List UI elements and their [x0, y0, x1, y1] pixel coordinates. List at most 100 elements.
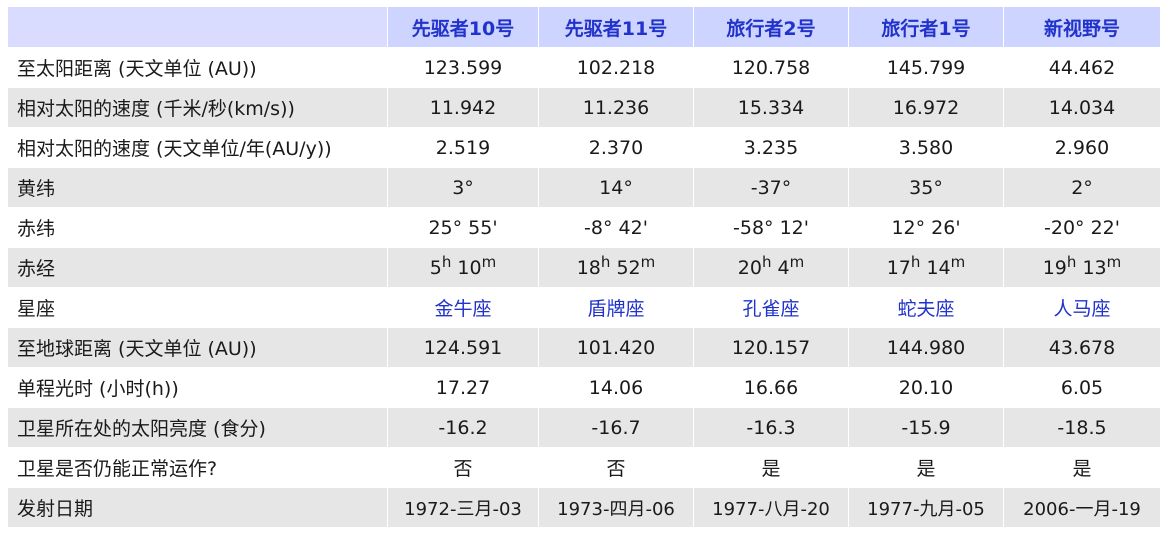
table-cell: 123.599: [387, 47, 539, 88]
table-cell: 144.980: [848, 327, 1004, 368]
table-cell: 12° 26': [848, 207, 1004, 248]
table-cell: 3.580: [848, 127, 1004, 168]
table-cell: 否: [538, 447, 694, 488]
ra-hours-unit: h: [761, 252, 772, 271]
table-cell: 孔雀座: [693, 287, 849, 328]
table-cell: 1977-八月-20: [693, 487, 849, 528]
constellation-link-pavo[interactable]: 孔雀座: [742, 298, 800, 320]
table-row-operational-status: 卫星是否仍能正常运作? 否 否 是 是 是: [7, 447, 1161, 488]
ra-minutes: 14: [926, 256, 951, 279]
table-cell: 是: [848, 447, 1004, 488]
header-corner-cell: [7, 6, 388, 48]
ra-minutes-unit: m: [1106, 252, 1122, 271]
header-pioneer-10[interactable]: 先驱者10号: [387, 6, 539, 48]
ra-minutes-unit: m: [789, 252, 805, 271]
header-voyager-1[interactable]: 旅行者1号: [848, 6, 1004, 48]
table-cell: 11.942: [387, 87, 539, 128]
table-cell: 14.034: [1003, 87, 1161, 128]
ra-hours: 20: [737, 256, 762, 279]
ra-hours: 18: [576, 256, 601, 279]
table-cell: 2.370: [538, 127, 694, 168]
table-cell: 1977-九月-05: [848, 487, 1004, 528]
ra-hours-unit: h: [1066, 252, 1077, 271]
constellation-link-taurus[interactable]: 金牛座: [434, 298, 492, 320]
table-cell: -15.9: [848, 407, 1004, 448]
header-new-horizons[interactable]: 新视野号: [1003, 6, 1161, 48]
table-cell: 6.05: [1003, 367, 1161, 408]
table-cell: 3.235: [693, 127, 849, 168]
table-cell: 是: [693, 447, 849, 488]
table-cell: 11.236: [538, 87, 694, 128]
table-cell: -8° 42': [538, 207, 694, 248]
ra-hours: 5: [429, 256, 442, 279]
table-row-speed-kms: 相对太阳的速度 (千米/秒(km/s)) 11.942 11.236 15.33…: [7, 87, 1161, 128]
table-cell: -16.2: [387, 407, 539, 448]
ra-hours: 17: [886, 256, 911, 279]
table-cell: 120.758: [693, 47, 849, 88]
table-cell: -16.7: [538, 407, 694, 448]
ra-minutes: 52: [616, 256, 641, 279]
table-cell: 145.799: [848, 47, 1004, 88]
ra-minutes: 10: [457, 256, 482, 279]
table-cell: 120.157: [693, 327, 849, 368]
row-label: 单程光时 (小时(h)): [7, 367, 388, 408]
row-label: 至地球距离 (天文单位 (AU)): [7, 327, 388, 368]
constellation-link-ophiuchus[interactable]: 蛇夫座: [897, 298, 955, 320]
row-label: 星座: [7, 287, 388, 328]
table-cell: 是: [1003, 447, 1161, 488]
table-cell: 44.462: [1003, 47, 1161, 88]
table-cell: 否: [387, 447, 539, 488]
table-row-speed-auy: 相对太阳的速度 (天文单位/年(AU/y)) 2.519 2.370 3.235…: [7, 127, 1161, 168]
row-label: 至太阳距离 (天文单位 (AU)): [7, 47, 388, 88]
constellation-link-scutum[interactable]: 盾牌座: [587, 298, 645, 320]
table-row-ecliptic-latitude: 黄纬 3° 14° -37° 35° 2°: [7, 167, 1161, 208]
table-cell: 101.420: [538, 327, 694, 368]
table-row-distance-to-sun: 至太阳距离 (天文单位 (AU)) 123.599 102.218 120.75…: [7, 47, 1161, 88]
row-label: 黄纬: [7, 167, 388, 208]
ra-minutes: 13: [1082, 256, 1107, 279]
table-cell: 124.591: [387, 327, 539, 368]
table-cell: 35°: [848, 167, 1004, 208]
table-cell: 5h 10m: [387, 247, 539, 288]
table-cell: 1973-四月-06: [538, 487, 694, 528]
row-label: 发射日期: [7, 487, 388, 528]
table-cell: 19h 13m: [1003, 247, 1161, 288]
table-cell: 2.960: [1003, 127, 1161, 168]
probe-comparison-table-container: 先驱者10号 先驱者11号 旅行者2号 旅行者1号 新视野号 至太阳距离 (天文…: [7, 6, 1161, 540]
ra-minutes-unit: m: [481, 252, 497, 271]
header-voyager-2[interactable]: 旅行者2号: [693, 6, 849, 48]
table-row-declination: 赤纬 25° 55' -8° 42' -58° 12' 12° 26' -20°…: [7, 207, 1161, 248]
table-cell: 1972-三月-03: [387, 487, 539, 528]
table-cell: 2.519: [387, 127, 539, 168]
table-cell: 14.06: [538, 367, 694, 408]
table-cell: 102.218: [538, 47, 694, 88]
row-label: 相对太阳的速度 (天文单位/年(AU/y)): [7, 127, 388, 168]
row-label: 卫星是否仍能正常运作?: [7, 447, 388, 488]
table-cell: 2°: [1003, 167, 1161, 208]
table-cell: -18.5: [1003, 407, 1161, 448]
table-header-row: 先驱者10号 先驱者11号 旅行者2号 旅行者1号 新视野号: [7, 6, 1161, 48]
ra-hours-unit: h: [600, 252, 611, 271]
table-cell: 16.972: [848, 87, 1004, 128]
ra-minutes: 4: [777, 256, 790, 279]
table-cell: 25° 55': [387, 207, 539, 248]
table-cell: 3°: [387, 167, 539, 208]
ra-minutes-unit: m: [950, 252, 966, 271]
row-label: 相对太阳的速度 (千米/秒(km/s)): [7, 87, 388, 128]
table-row-launch-date: 发射日期 1972-三月-03 1973-四月-06 1977-八月-20 19…: [7, 487, 1161, 528]
table-cell: 盾牌座: [538, 287, 694, 328]
table-cell: 17.27: [387, 367, 539, 408]
row-label: 赤经: [7, 247, 388, 288]
table-cell: 43.678: [1003, 327, 1161, 368]
table-cell: 20.10: [848, 367, 1004, 408]
table-cell: 18h 52m: [538, 247, 694, 288]
ra-minutes-unit: m: [640, 252, 656, 271]
table-cell: -20° 22': [1003, 207, 1161, 248]
table-cell: 15.334: [693, 87, 849, 128]
table-cell: 17h 14m: [848, 247, 1004, 288]
constellation-link-sagittarius[interactable]: 人马座: [1053, 298, 1111, 320]
header-pioneer-11[interactable]: 先驱者11号: [538, 6, 694, 48]
table-cell: 20h 4m: [693, 247, 849, 288]
table-cell: 14°: [538, 167, 694, 208]
table-row-distance-to-earth: 至地球距离 (天文单位 (AU)) 124.591 101.420 120.15…: [7, 327, 1161, 368]
